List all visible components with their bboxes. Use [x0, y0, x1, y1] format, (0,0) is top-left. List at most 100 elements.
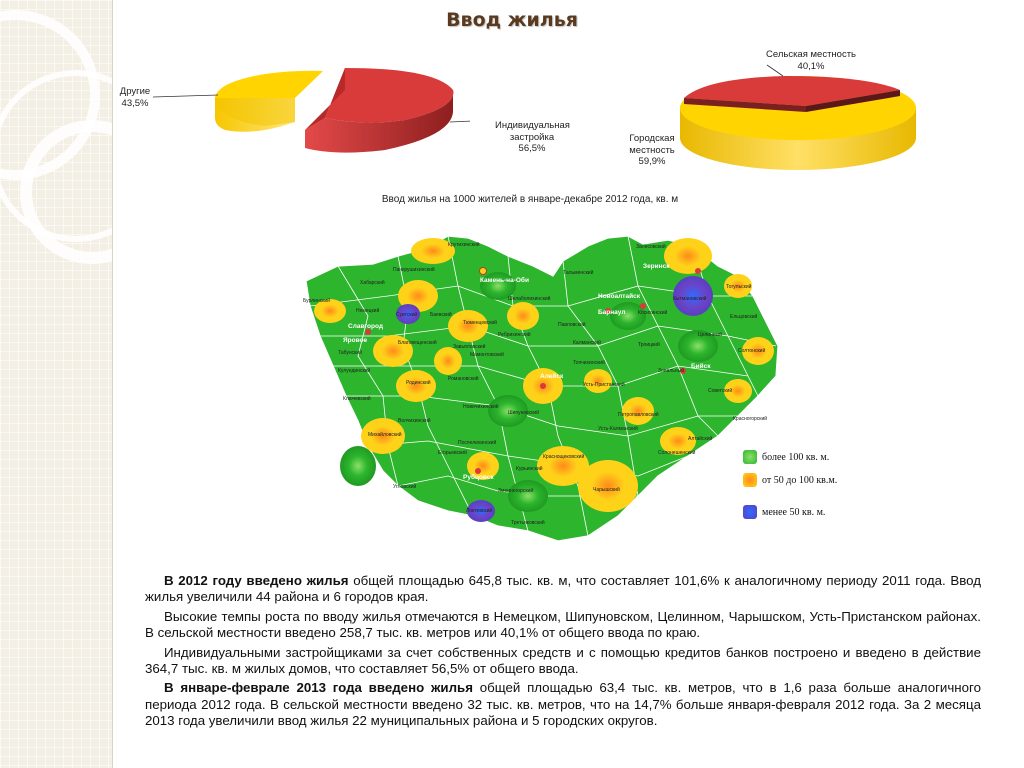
map-region-label: Угловский: [393, 483, 417, 490]
map-region-label: Барнаул: [598, 309, 625, 316]
pie-right-slice-rural: [684, 76, 900, 112]
paragraph-2: Высокие темпы роста по вводу жилья отмеч…: [145, 609, 981, 642]
paragraph-4-text: общей площадью 63,4 тыс. кв. метров, что…: [145, 680, 981, 729]
map-region-label: Крутихинский: [448, 241, 480, 248]
map-region-label: Тальменский: [563, 269, 594, 276]
map-region-label: Рубцовск: [463, 473, 494, 481]
map-region-label: Солтонский: [738, 347, 765, 354]
map-region-label: Мамонтовский: [470, 351, 504, 358]
map-region-label: Красногорский: [733, 415, 767, 422]
map-region-label: Благовещенский: [398, 339, 437, 346]
map-region-label: Панкрушихинский: [393, 266, 435, 273]
map-region-label: Завьяловский: [453, 343, 486, 350]
legend-swatch-low: [743, 505, 757, 519]
legend-item-mid: от 50 до 100 кв.м.: [743, 473, 837, 487]
map-region-label: Зональный: [658, 367, 684, 374]
pie-chart-right: [680, 76, 916, 170]
map-region-label: Тюменцевский: [463, 319, 497, 326]
map-region-label: Усть-Пристанский: [583, 381, 625, 388]
page-title: Ввод жилья: [446, 9, 578, 31]
pie-right-label-urban: Городская местность 59,9%: [629, 133, 675, 167]
map-region-label: Змеиногорский: [498, 487, 533, 494]
map-region-label: Третьяковский: [511, 519, 545, 526]
pie-right-label-rural: Сельская местность 40,1%: [766, 49, 856, 72]
pie-right-leader: [766, 64, 784, 77]
map-region-label: Троицкий: [638, 341, 660, 348]
map-region-label: Павловский: [558, 321, 586, 328]
map-region-label: Косихинский: [638, 309, 668, 316]
map-region-label: Зеринск: [643, 263, 670, 270]
legend-item-high: более 100 кв. м.: [743, 450, 829, 464]
map-region-label: Немецкий: [356, 307, 379, 314]
pie-chart-left: [215, 68, 454, 153]
decorative-sidebar: [0, 0, 113, 768]
map-region-label: Топчихинский: [573, 359, 605, 366]
legend-swatch-high: [743, 450, 757, 464]
map-region-label: Ельцовский: [730, 313, 758, 320]
pie-left-label-individual: Индивидуальная застройка 56,5%: [495, 120, 570, 154]
map-region-label: Ребрихинский: [498, 331, 531, 338]
sidebar-edge: [112, 0, 113, 768]
map-region-label: Курьинский: [516, 465, 543, 472]
map-region-label: Петропавловский: [618, 411, 659, 418]
map-region-label: Советский: [708, 387, 732, 394]
map-region-label: Белокуриха: [738, 431, 777, 438]
map-region-label: Локтевский: [466, 507, 492, 514]
paragraph-1: В 2012 году введено жилья общей площадью…: [145, 573, 981, 606]
pie-left-label-other: Другие 43,5%: [119, 86, 151, 109]
map-region-label: Табунский: [338, 349, 362, 356]
map-region-label: Поспелихинский: [458, 439, 496, 446]
map-region-label: Тогульский: [726, 283, 752, 290]
body-text: В 2012 году введено жилья общей площадью…: [145, 573, 981, 733]
paragraph-3: Индивидуальными застройщиками за счет со…: [145, 645, 981, 678]
map-regions-mid: [314, 238, 774, 512]
map-region-label: Алтайский: [688, 435, 713, 442]
paragraph-1-bold: В 2012 году введено жилья: [164, 573, 349, 588]
paragraph-3-text: Индивидуальными застройщиками за счет со…: [145, 644, 981, 677]
map-region-label: Егорьевский: [438, 449, 467, 456]
map-region-label: Михайловский: [368, 431, 402, 438]
map-region-label: Солонешенский: [658, 449, 696, 456]
paragraph-2-text: Высокие темпы роста по вводу жилья отмеч…: [145, 608, 981, 641]
map-regions-high: [340, 272, 718, 512]
map-region-label: Родинский: [406, 379, 431, 386]
map-region-label: Краснощековский: [543, 453, 584, 460]
map-region-labels: Крутихинский Залесовский Панкрушихинский Та…: [303, 241, 777, 526]
map-region-label: Залесовский: [636, 243, 666, 250]
paragraph-1-text: общей площадью 645,8 тыс. кв. м, что сос…: [145, 573, 982, 605]
map-region-label: Славгород: [348, 323, 383, 330]
map-regions-low: [396, 276, 713, 522]
map-region-label: Новоалтайск: [598, 292, 641, 300]
map-region-label: Шелаболихинский: [508, 295, 551, 302]
city-markers: [365, 267, 701, 474]
map-region-label: Чарышский: [593, 486, 620, 493]
map-region-label: Волчихинский: [398, 417, 431, 424]
map-region-label: Целинный: [698, 331, 722, 338]
map-region-label: Усть-Калманский: [598, 425, 638, 432]
map-region-label: Камень-на-Оби: [480, 276, 529, 284]
map-region-label: Ключевский: [343, 395, 371, 402]
map-region-label: Бийск: [691, 362, 711, 370]
map-region-label: Новичихинский: [463, 403, 499, 410]
region-map: Крутихинский Залесовский Панкрушихинский Та…: [303, 235, 779, 542]
map-region-label: Баевский: [430, 311, 452, 318]
map-region-label: Яровое: [343, 337, 367, 344]
map-region-label: Шипуновский: [508, 409, 539, 416]
legend-label-low: менее 50 кв. м.: [762, 506, 826, 518]
map-region-label: Алейск: [540, 372, 564, 380]
map-region-label: Хабарский: [360, 279, 385, 286]
paragraph-4: В январе-феврале 2013 года введено жилья…: [145, 680, 981, 729]
legend-item-low: менее 50 кв. м.: [743, 505, 825, 519]
map-region-label: Кытмановский: [673, 295, 707, 302]
pie-left-leaders: [152, 94, 470, 123]
pie-left-slice-individual: [305, 68, 454, 153]
map-region-label: Суетский: [396, 311, 417, 318]
map-region-label: Кулундинский: [338, 367, 370, 374]
map-region-label: Калманский: [573, 339, 601, 346]
map-caption: Ввод жилья на 1000 жителей в январе-дека…: [381, 194, 679, 205]
legend-label-mid: от 50 до 100 кв.м.: [762, 474, 838, 486]
paragraph-4-bold: В январе-феврале 2013 года введено жилья: [164, 680, 473, 696]
legend-swatch-mid: [743, 473, 757, 487]
map-region-label: Бурлинский: [303, 297, 330, 304]
map-region-label: Романовский: [448, 375, 479, 382]
